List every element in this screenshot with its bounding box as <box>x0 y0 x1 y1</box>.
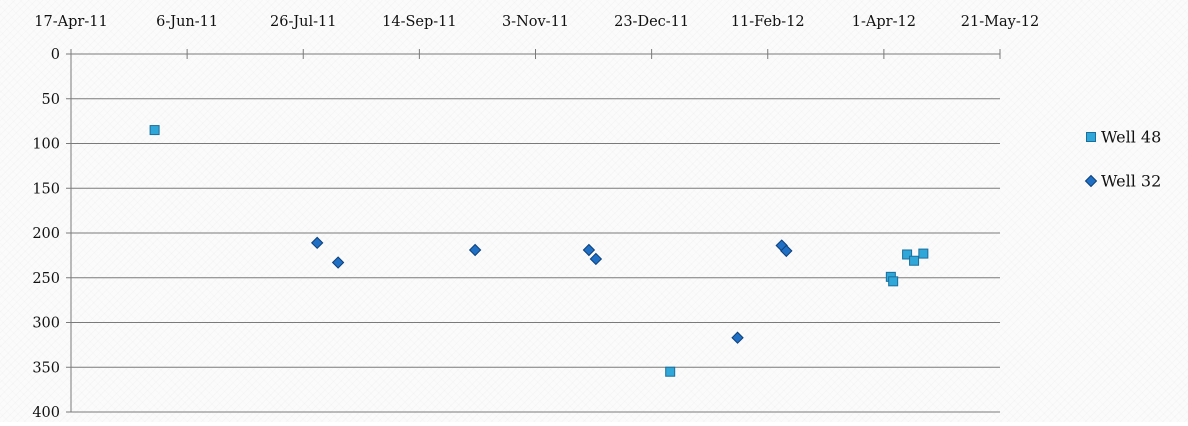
gridlines <box>71 98 1000 413</box>
x-tick-label: 26-Jul-11 <box>270 14 337 30</box>
y-axis-ticks: 0 50 100 150 200 250 300 350 400 <box>32 47 71 421</box>
x-tick-label: 11-Feb-12 <box>731 14 805 30</box>
data-point-well-32 <box>780 244 793 258</box>
x-tick-label: 3-Nov-11 <box>502 14 569 30</box>
x-tick-label: 14-Sep-11 <box>382 14 457 30</box>
x-tick-label: 23-Dec-11 <box>614 14 689 30</box>
y-tick-label: 50 <box>42 92 60 108</box>
data-point-well-48 <box>149 125 160 136</box>
y-tick-label: 250 <box>32 271 60 287</box>
x-tick-label: 1-Apr-12 <box>852 14 916 30</box>
data-point-well-48 <box>665 366 676 377</box>
x-axis-ticks: 17-Apr-11 6-Jun-11 26-Jul-11 14-Sep-11 3-Nov… <box>34 14 1039 59</box>
legend-marker-well-32 <box>1084 174 1098 188</box>
data-point-well-32 <box>310 236 324 250</box>
y-tick-label: 150 <box>32 181 60 197</box>
y-tick-label: 200 <box>32 226 60 242</box>
x-tick-label: 17-Apr-11 <box>34 14 107 30</box>
data-point-well-48 <box>902 249 913 260</box>
legend-label-well-48: Well 48 <box>1101 128 1161 147</box>
x-tick-label: 21-May-12 <box>961 14 1039 30</box>
data-point-well-32 <box>582 243 596 257</box>
data-point-well-32 <box>468 243 482 257</box>
y-tick-label: 300 <box>32 316 60 332</box>
data-point-well-32 <box>731 331 744 344</box>
legend-label-well-32: Well 32 <box>1101 172 1161 191</box>
legend: Well 48 Well 32 <box>1084 128 1161 191</box>
y-tick-label: 0 <box>51 47 60 63</box>
data-point-well-48 <box>888 276 899 287</box>
legend-marker-well-48 <box>1086 132 1096 142</box>
data-point-well-32 <box>331 256 345 269</box>
data-point-well-32 <box>589 252 603 266</box>
y-tick-label: 350 <box>32 360 60 376</box>
y-tick-label: 400 <box>32 405 60 421</box>
y-tick-label: 100 <box>32 137 60 153</box>
data-point-well-48 <box>918 248 929 259</box>
data-point-well-48 <box>909 255 920 266</box>
x-tick-label: 6-Jun-11 <box>156 14 218 30</box>
data-points <box>149 125 929 377</box>
